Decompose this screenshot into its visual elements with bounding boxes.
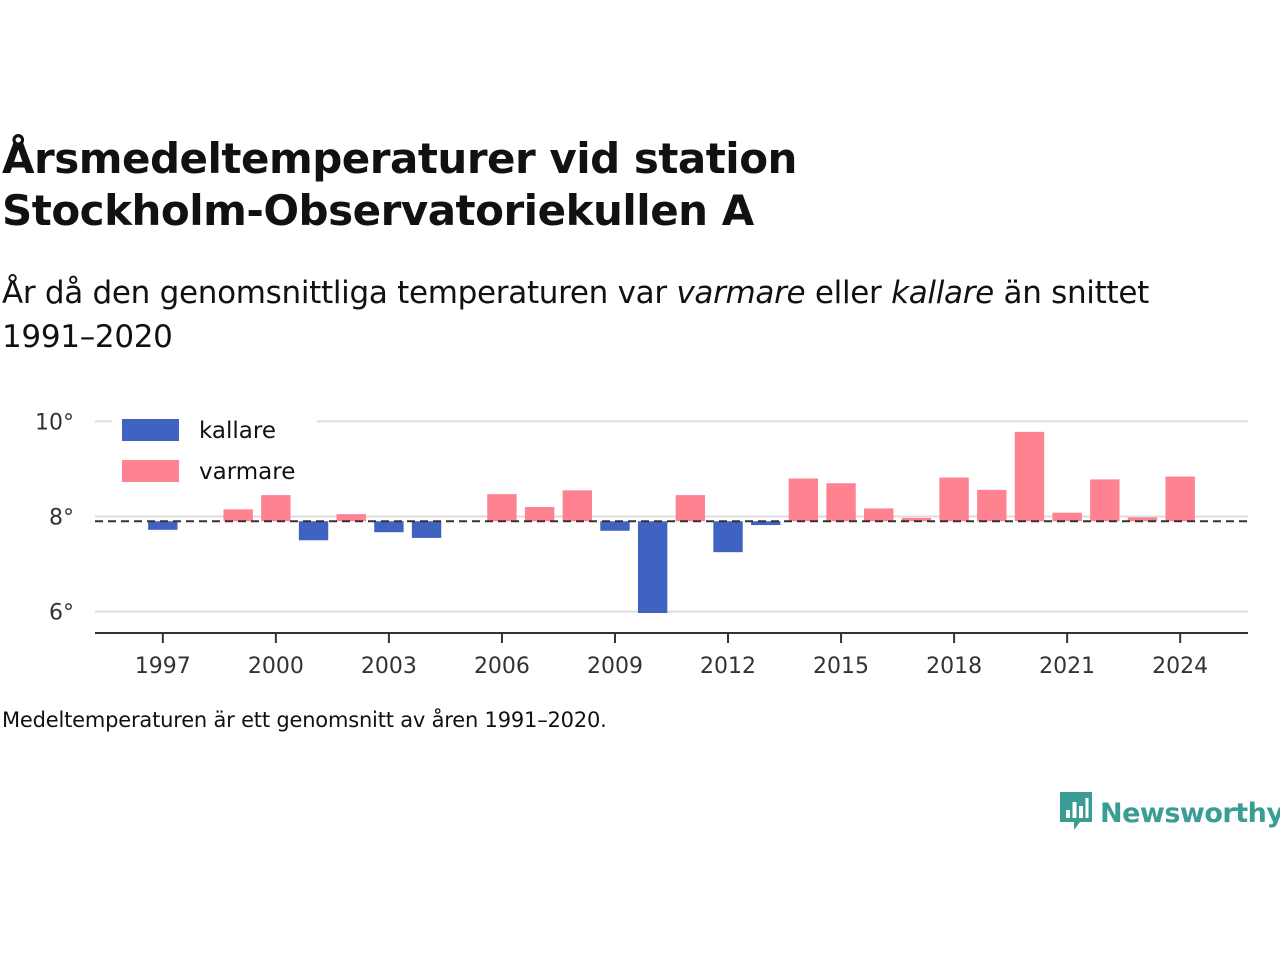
x-tick-label: 1997	[135, 654, 191, 679]
bar-varmare-2022	[1090, 479, 1120, 522]
bar-chart: 6° 8° 10° 1997 2000 2003 2006 2009 2012 2015 2018…	[35, 410, 1248, 679]
legend-swatch-kallare	[122, 419, 179, 441]
chart-subtitle: År då den genomsnittliga temperaturen va…	[2, 271, 1202, 359]
footnote: Medeltemperaturen är ett genomsnitt av å…	[2, 708, 607, 732]
bar-kallare-2001	[298, 521, 329, 541]
bar-varmare-2018	[939, 477, 969, 522]
x-tick-label: 2012	[700, 654, 756, 679]
bar-varmare-2002	[336, 514, 366, 522]
x-tick-label: 2018	[926, 654, 982, 679]
bar-varmare-2021	[1052, 512, 1082, 522]
subtitle-cold: kallare	[891, 275, 994, 311]
bar-varmare-2008	[562, 490, 592, 522]
bar-kallare-2009	[600, 521, 630, 531]
bar-kallare-2013	[751, 521, 781, 526]
chart-title: Årsmedeltemperaturer vid station Stockho…	[2, 133, 1102, 237]
bar-varmare-2019	[977, 489, 1007, 522]
bar-kallare-1997	[148, 521, 178, 530]
x-tick-label: 2006	[474, 654, 530, 679]
bar-varmare-1999	[223, 509, 253, 522]
bar-varmare-2007	[524, 506, 555, 522]
bar-kallare-2010	[637, 521, 668, 614]
legend-label-kallare: kallare	[199, 418, 276, 444]
legend-label-varmare: varmare	[199, 459, 295, 485]
y-tick-label: 6°	[49, 601, 74, 626]
bar-varmare-2016	[864, 508, 894, 522]
x-tick-label: 2009	[587, 654, 643, 679]
bar-varmare-2006	[487, 494, 517, 522]
bar-varmare-2023	[1127, 517, 1158, 522]
bar-varmare-2014	[788, 478, 819, 522]
bar-varmare-2020	[1014, 431, 1045, 522]
bars	[148, 431, 1195, 614]
subtitle-post: än snittet 1991–2020	[2, 275, 1149, 355]
legend: kallare varmare	[112, 410, 317, 490]
bar-varmare-2017	[901, 517, 932, 522]
subtitle-pre: År då den genomsnittliga temperaturen va…	[2, 275, 677, 311]
brand-name: Newsworthy	[1100, 797, 1280, 829]
x-tick-label: 2000	[248, 654, 304, 679]
y-axis-labels: 6° 8° 10°	[35, 410, 74, 625]
bar-kallare-2003	[374, 521, 404, 533]
bar-varmare-2024	[1165, 476, 1195, 522]
bar-chart-speech-bubble-icon	[1058, 788, 1094, 838]
x-tick-label: 2003	[361, 654, 417, 679]
brand-logo: Newsworthy	[1058, 790, 1280, 836]
y-tick-label: 10°	[35, 410, 74, 435]
legend-swatch-varmare	[122, 460, 179, 482]
x-axis-ticks: 1997 2000 2003 2006 2009 2012 2015 2018 2021 2024	[135, 633, 1208, 679]
title-line-2: Stockholm-Observatoriekullen A	[2, 186, 754, 235]
bar-kallare-2004	[411, 521, 442, 538]
x-tick-label: 2015	[813, 654, 869, 679]
x-tick-label: 2021	[1039, 654, 1095, 679]
bar-varmare-2000	[261, 495, 291, 522]
title-line-1: Årsmedeltemperaturer vid station	[2, 134, 797, 183]
y-tick-label: 8°	[49, 506, 74, 531]
bar-varmare-2015	[826, 483, 856, 522]
subtitle-warm: varmare	[676, 275, 806, 311]
bar-varmare-2011	[675, 495, 706, 522]
x-tick-label: 2024	[1152, 654, 1208, 679]
bar-kallare-2012	[713, 521, 743, 553]
subtitle-mid: eller	[805, 275, 892, 311]
